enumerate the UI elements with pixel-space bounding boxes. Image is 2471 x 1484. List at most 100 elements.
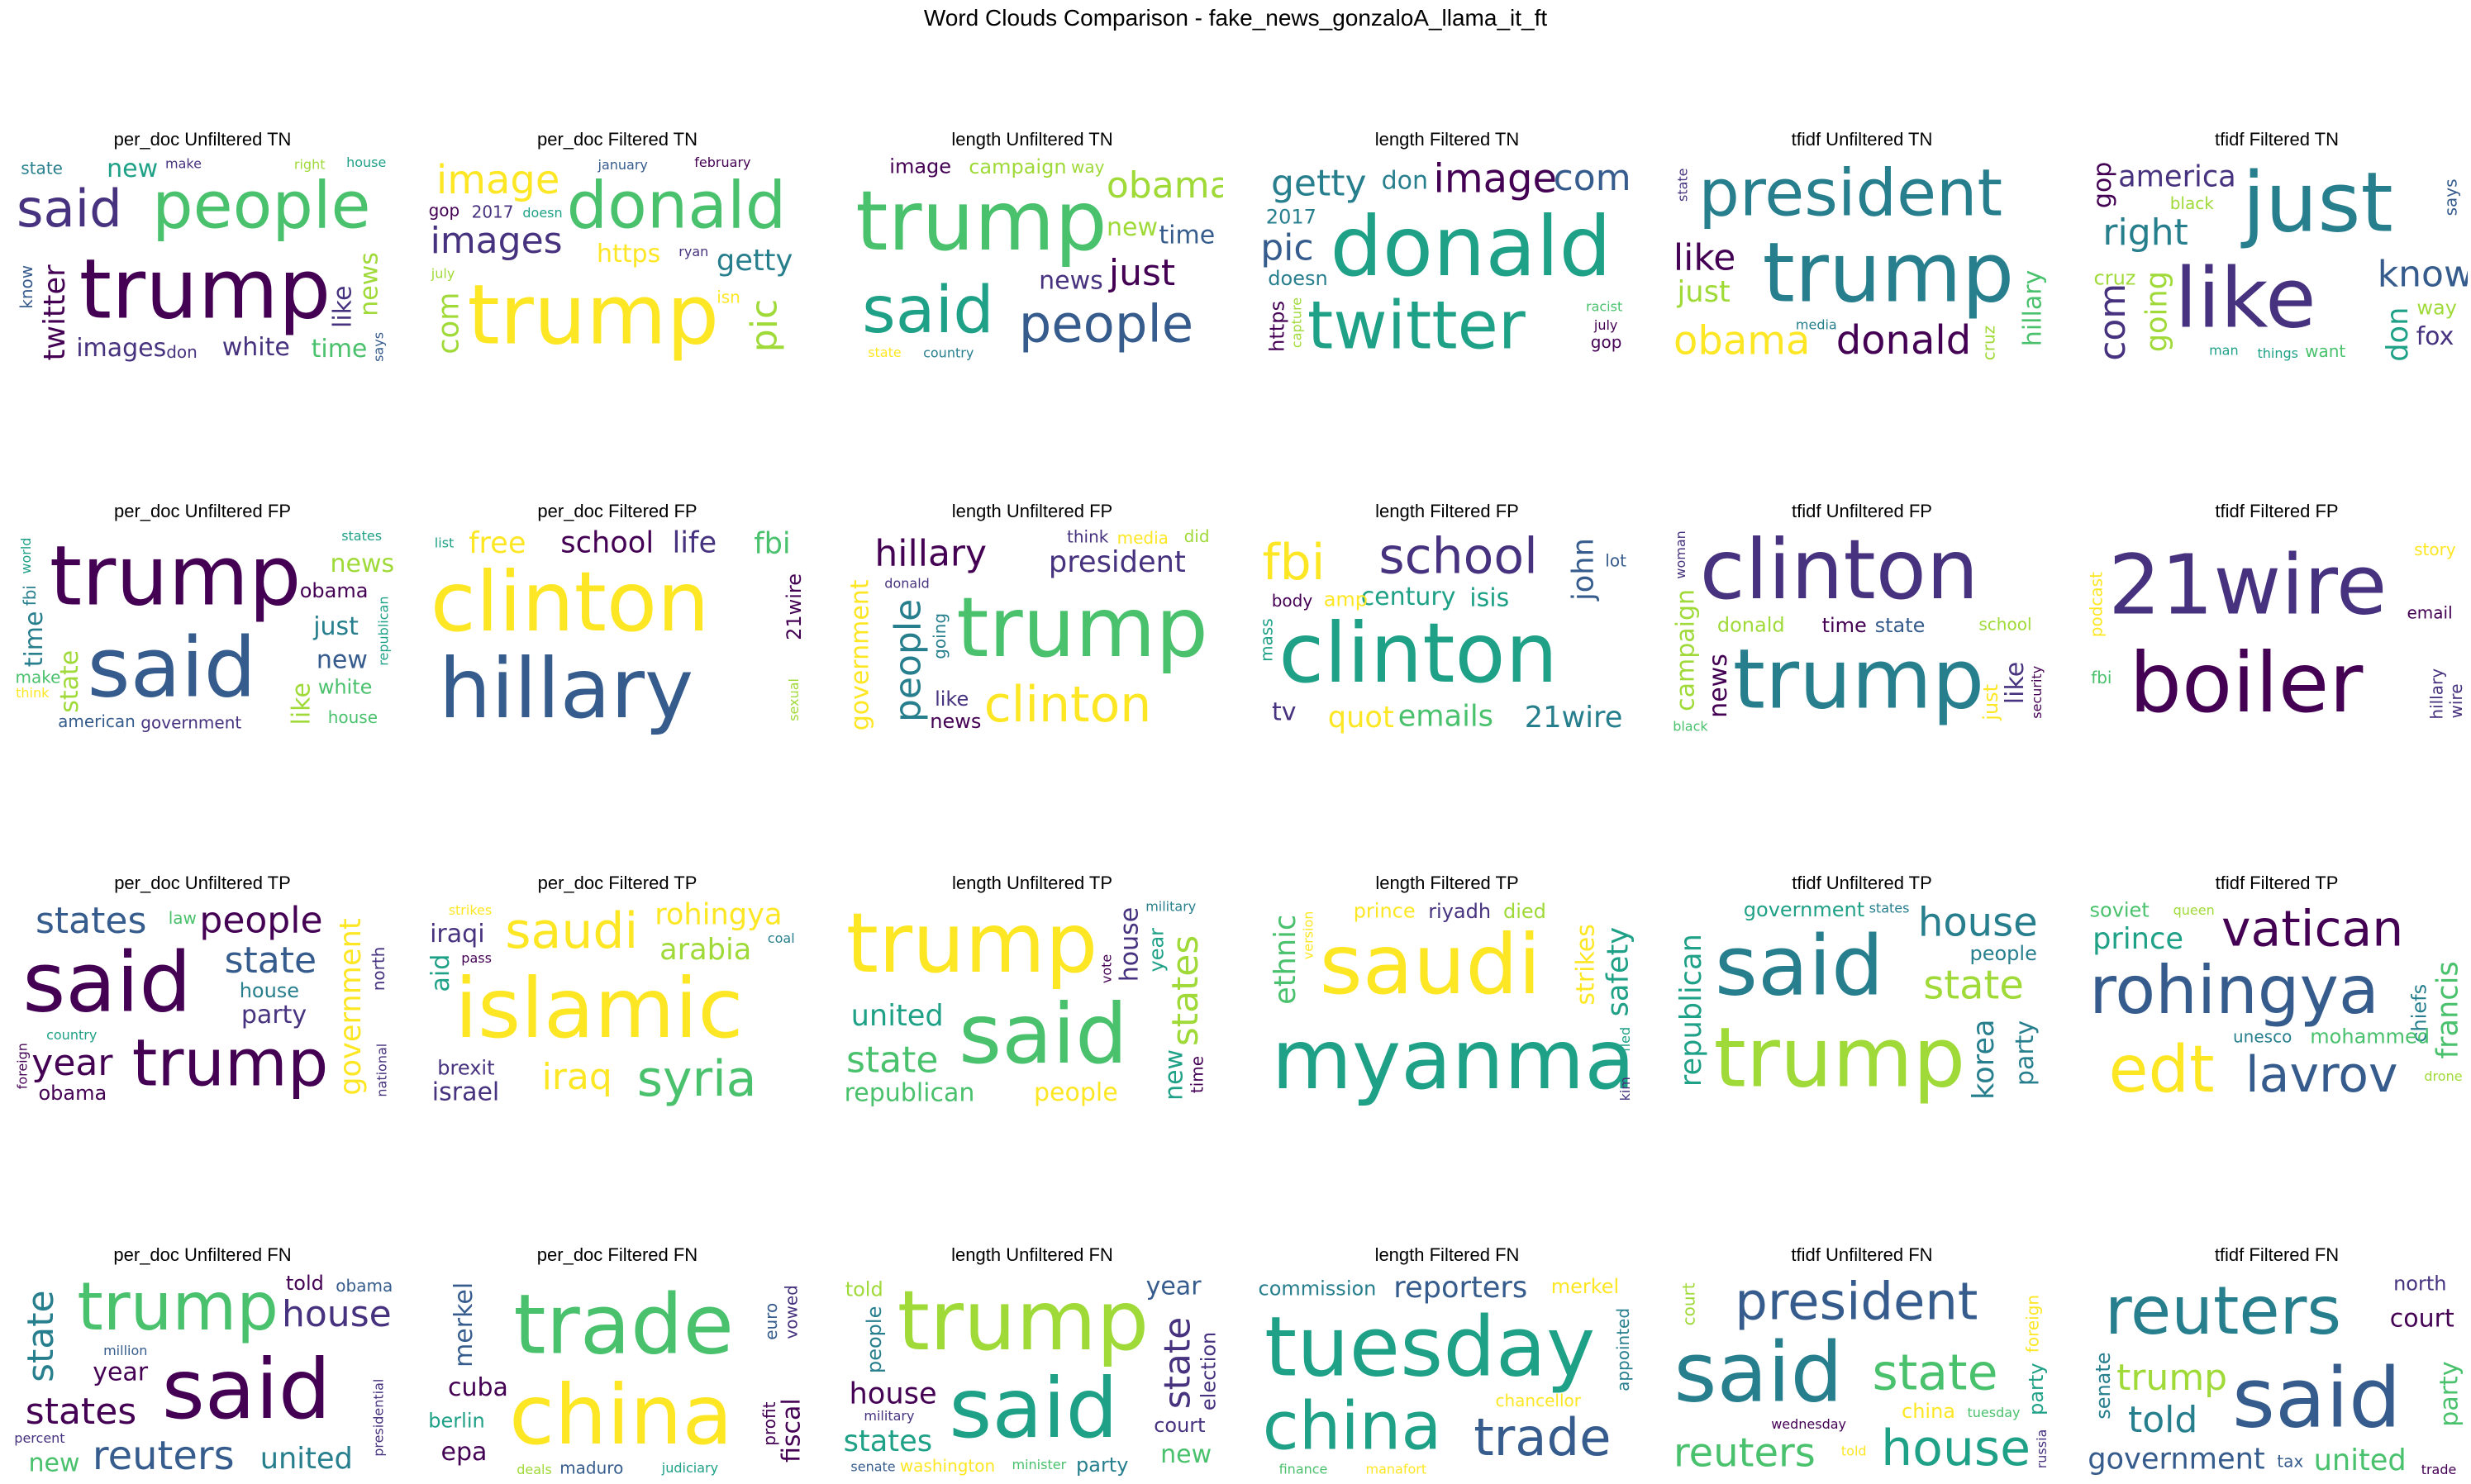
cloud-word: trump — [1733, 630, 1985, 727]
panel-title: length Filtered FP — [1375, 501, 1519, 521]
cloud-word: campaign — [1672, 589, 1701, 711]
cloud-word: reuters — [93, 1433, 235, 1479]
cloud-word: wednesday — [1771, 1416, 1846, 1432]
cloud-word: state — [55, 650, 84, 713]
cloud-word: said — [959, 986, 1128, 1082]
cloud-word: don — [166, 342, 198, 362]
cloud-word: house — [850, 1377, 937, 1410]
cloud-word: foreign — [2022, 1295, 2042, 1353]
cloud-word: 21wire — [2108, 537, 2387, 634]
cloud-word: euro — [761, 1303, 781, 1340]
cloud-word: boiler — [2130, 635, 2364, 731]
cloud-word: campaign — [969, 155, 1066, 178]
cloud-word: think — [1067, 527, 1109, 547]
cloud-word: doesn — [1268, 267, 1327, 290]
cloud-word: people — [1019, 294, 1193, 354]
cloud-word: donald — [1330, 198, 1612, 295]
cloud-word: just — [1979, 684, 2002, 721]
cloud-word: told — [286, 1272, 324, 1295]
cloud-word: cruz — [2094, 267, 2136, 290]
cloud-word: tv — [1272, 698, 1297, 727]
cloud-word: government — [2088, 1443, 2265, 1477]
panel-title: tfidf Filtered FN — [2214, 1244, 2340, 1265]
cloud-word: kim — [1617, 1077, 1633, 1101]
cloud-word: presidential — [370, 1379, 386, 1457]
cloud-word: people — [1970, 942, 2037, 965]
cloud-word: drone — [2424, 1068, 2462, 1084]
cloud-word: trade — [513, 1276, 734, 1372]
cloud-word: new — [1107, 213, 1158, 242]
cloud-word: just — [2240, 155, 2392, 251]
cloud-word: hillary — [874, 532, 987, 574]
panel-title: tfidf Unfiltered TP — [1792, 873, 1932, 893]
cloud-word: july — [1593, 317, 1618, 333]
cloud-word: china — [509, 1367, 733, 1463]
cloud-word: new — [317, 646, 368, 675]
cloud-word: iraqi — [430, 920, 484, 949]
cloud-word: time — [1188, 1056, 1207, 1093]
cloud-word: gop — [429, 201, 460, 221]
cloud-word: white — [222, 333, 290, 362]
cloud-word: trump — [50, 528, 302, 625]
cloud-word: republican — [1674, 934, 1708, 1087]
cloud-word: united — [851, 999, 944, 1033]
cloud-word: fbi — [20, 585, 40, 606]
cloud-word: told — [1841, 1444, 1867, 1459]
cloud-word: story — [2414, 540, 2456, 559]
cloud-word: mohammed — [2310, 1025, 2430, 1049]
cloud-word: korea — [1967, 1019, 2001, 1100]
cloud-word: iraq — [542, 1056, 612, 1098]
cloud-word: prince — [2092, 922, 2183, 956]
cloud-word: trade — [2421, 1462, 2457, 1477]
cloud-word: commission — [1259, 1277, 1377, 1301]
panel-title: length Unfiltered FN — [951, 1244, 1113, 1265]
cloud-word: north — [2393, 1272, 2446, 1295]
cloud-word: sexual — [786, 678, 802, 721]
cloud-word: tuesday — [1968, 1405, 2021, 1420]
cloud-word: just — [1677, 275, 1731, 309]
cloud-word: million — [103, 1343, 147, 1358]
cloud-word: national — [374, 1044, 389, 1097]
cloud-word: reuters — [1674, 1430, 1816, 1477]
panel-title: length Unfiltered FP — [951, 501, 1113, 521]
cloud-word: fbi — [2091, 668, 2112, 687]
cloud-word: country — [46, 1027, 97, 1043]
cloud-word: aid — [426, 954, 455, 992]
cloud-word: just — [1108, 252, 1175, 294]
cloud-word: hillary — [2427, 668, 2447, 720]
panel-title: length Filtered TN — [1374, 129, 1520, 150]
cloud-word: unesco — [2233, 1027, 2292, 1047]
cloud-word: north — [369, 947, 388, 992]
cloud-word: new — [1159, 1049, 1188, 1101]
cloud-word: republican — [376, 597, 392, 666]
cloud-word: soviet — [2090, 899, 2150, 922]
cloud-word: 21wire — [1525, 701, 1623, 735]
cloud-word: percent — [14, 1430, 64, 1446]
cloud-word: vote — [1098, 954, 1114, 983]
cloud-word: state — [1923, 963, 2024, 1009]
cloud-word: party — [2011, 1020, 2040, 1086]
cloud-word: clinton — [431, 554, 710, 650]
cloud-word: government — [846, 579, 875, 730]
cloud-word: china — [1263, 1388, 1442, 1465]
panel-title: per_doc Unfiltered FN — [113, 1244, 292, 1265]
panel-title: tfidf Unfiltered FP — [1792, 501, 1932, 521]
cloud-word: trump — [79, 241, 331, 338]
cloud-word: make — [16, 668, 61, 687]
cloud-word: fbi — [1263, 534, 1326, 592]
cloud-word: twitter — [38, 264, 72, 361]
cloud-word: fox — [2416, 322, 2454, 351]
cloud-word: government — [334, 918, 368, 1096]
cloud-word: military — [864, 1408, 914, 1424]
cloud-word: trump — [897, 1272, 1150, 1369]
cloud-word: new — [1160, 1440, 1212, 1469]
cloud-word: tuesday — [1264, 1298, 1595, 1395]
cloud-word: mass — [1257, 618, 1277, 662]
